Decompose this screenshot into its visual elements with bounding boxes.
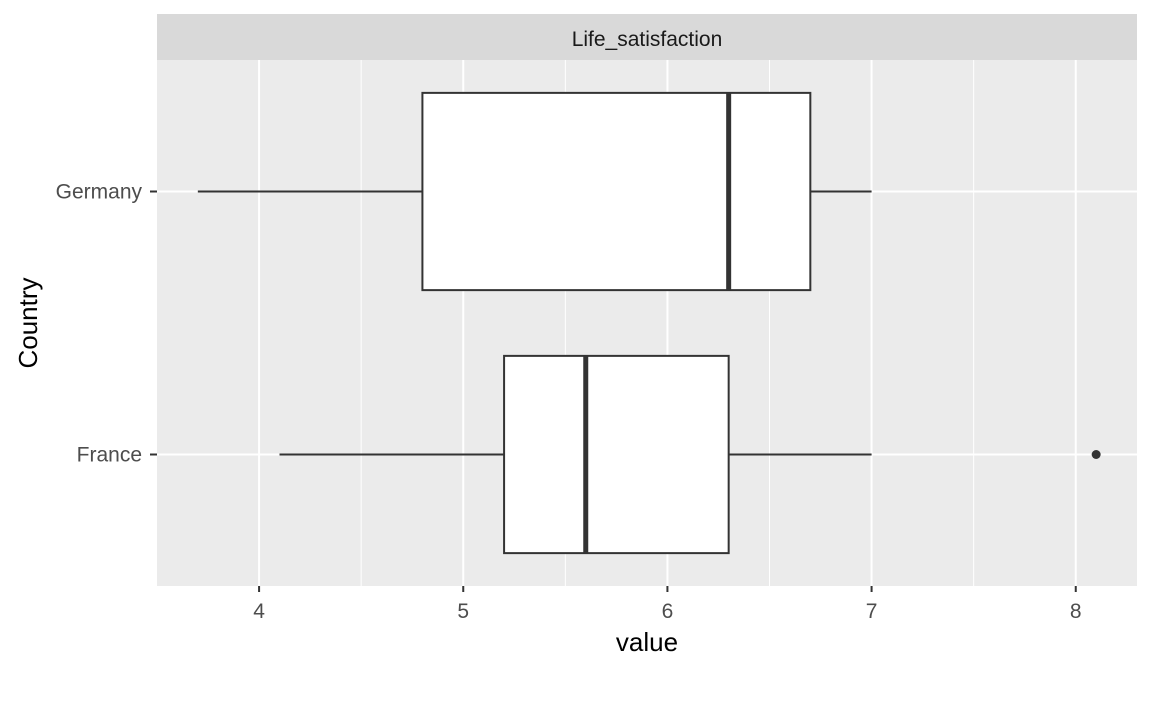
y-axis: Germany France bbox=[56, 181, 157, 467]
iqr-box bbox=[503, 354, 730, 555]
facet-strip bbox=[157, 14, 1137, 60]
facet-strip-label: Life_satisfaction bbox=[572, 28, 723, 51]
x-tick-label: 4 bbox=[253, 600, 265, 623]
outlier-point bbox=[1091, 450, 1101, 459]
iqr-box bbox=[421, 91, 812, 292]
y-axis-title: Country bbox=[13, 277, 43, 368]
x-axis: 4 5 6 7 8 bbox=[253, 586, 1082, 623]
x-tick-label: 7 bbox=[866, 600, 878, 623]
x-tick-label: 5 bbox=[457, 600, 469, 623]
x-axis-title: value bbox=[616, 627, 678, 657]
box-france bbox=[279, 354, 1101, 555]
y-tick-label: France bbox=[77, 444, 142, 467]
boxes bbox=[197, 91, 1101, 555]
x-tick-label: 6 bbox=[662, 600, 674, 623]
box-germany bbox=[197, 91, 872, 292]
y-tick-label: Germany bbox=[56, 181, 143, 204]
x-tick-label: 8 bbox=[1070, 600, 1082, 623]
